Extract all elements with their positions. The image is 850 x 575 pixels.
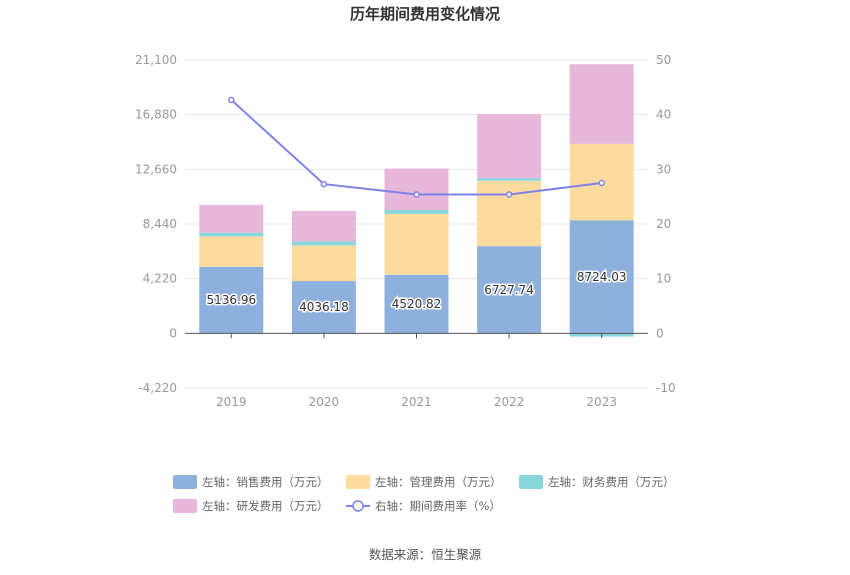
legend-line-marker xyxy=(352,500,364,512)
x-tick-label: 2020 xyxy=(309,395,340,409)
legend-label: 左轴：销售费用（万元） xyxy=(202,475,329,489)
bar-value-label: 4520.82 xyxy=(392,297,442,311)
legend-swatch xyxy=(519,475,543,489)
left-tick-label: -4,220 xyxy=(138,381,177,395)
rate-point xyxy=(228,96,235,104)
bar-segment-3 xyxy=(199,232,264,237)
bar-value-label: 6727.74 xyxy=(484,283,534,297)
bar-value-label: 5136.96 xyxy=(206,293,256,307)
bar-segment-4 xyxy=(384,168,449,210)
legend-label: 左轴：管理费用（万元） xyxy=(375,475,502,489)
x-tick-label: 2022 xyxy=(494,395,525,409)
legend: 左轴：销售费用（万元） 左轴：管理费用（万元） 左轴：财务费用（万元） 左轴：研发费用… xyxy=(173,475,675,513)
right-tick-label: 20 xyxy=(656,217,671,231)
legend-swatch xyxy=(346,475,370,489)
x-tick-label: 2023 xyxy=(586,395,617,409)
legend-label: 左轴：研发费用（万元） xyxy=(202,499,329,513)
right-tick-label: 50 xyxy=(656,53,671,67)
legend-label: 左轴：财务费用（万元） xyxy=(548,475,675,489)
bar-value-label: 4036.18 xyxy=(299,300,349,314)
bar-value-label: 8724.03 xyxy=(577,270,627,284)
rate-line xyxy=(228,96,605,198)
right-tick-label: 40 xyxy=(656,108,671,122)
bar-segment-4 xyxy=(477,114,542,179)
x-tick-label: 2021 xyxy=(401,395,432,409)
bar-segment-2 xyxy=(477,180,542,247)
bar-segment-4 xyxy=(199,204,264,233)
bar-segment-3 xyxy=(384,209,449,214)
legend-label: 右轴：期间费用率（%） xyxy=(375,499,501,513)
left-tick-label: 0 xyxy=(169,326,177,340)
bar-segment-4 xyxy=(291,210,356,242)
bar-segment-3 xyxy=(291,241,356,246)
data-source: 数据来源：恒生聚源 xyxy=(369,547,482,562)
bar-segment-1 xyxy=(291,281,356,334)
left-tick-label: 4,220 xyxy=(143,272,177,286)
right-tick-label: 30 xyxy=(656,162,671,176)
rate-point xyxy=(598,179,605,187)
right-tick-label: 0 xyxy=(656,326,664,340)
bar-segment-3 xyxy=(477,178,542,181)
bar-segment-4 xyxy=(569,64,634,144)
x-tick-label: 2019 xyxy=(216,395,247,409)
rate-point xyxy=(320,180,328,188)
bar-segment-2 xyxy=(291,245,356,282)
left-tick-label: 12,660 xyxy=(135,162,177,176)
left-tick-label: 21,100 xyxy=(135,53,177,67)
chart-title: 历年期间费用变化情况 xyxy=(350,5,500,23)
rate-point xyxy=(505,191,513,198)
axes: -4,220 -10 0 0 4,220 10 8,440 20 12,660 30 16,880 4… xyxy=(135,53,676,409)
legend-swatch xyxy=(173,475,197,489)
left-tick-label: 16,880 xyxy=(135,108,177,122)
bar-segment-1 xyxy=(569,220,634,334)
bar-labels: 5136.96 4036.18 4520.82 6727.74 8724.03 xyxy=(205,268,628,315)
right-tick-label: -10 xyxy=(656,381,676,395)
rate-point xyxy=(413,191,420,198)
bar-segment-2 xyxy=(384,213,449,275)
right-tick-label: 10 xyxy=(656,272,671,286)
bar-segment-2 xyxy=(199,236,264,267)
bar-segment-1 xyxy=(384,274,449,334)
bar-segment-1 xyxy=(199,266,264,334)
legend-swatch xyxy=(173,499,197,513)
bar-segment-1 xyxy=(477,246,542,334)
bars xyxy=(199,64,634,337)
left-tick-label: 8,440 xyxy=(143,217,177,231)
